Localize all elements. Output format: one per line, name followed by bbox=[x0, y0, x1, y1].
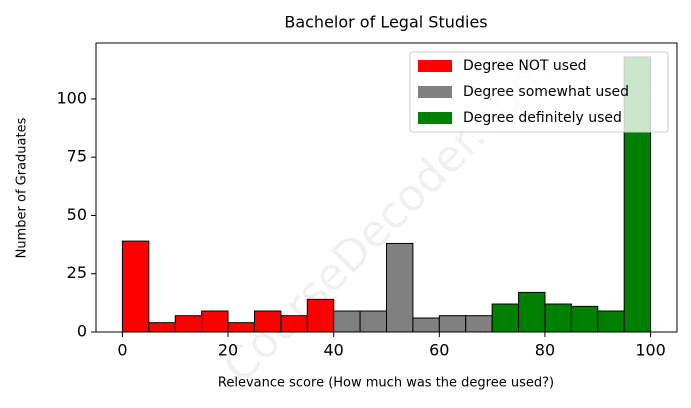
bar bbox=[570, 305, 599, 333]
legend-label: Degree somewhat used bbox=[463, 84, 629, 100]
legend-label: Degree definitely used bbox=[463, 110, 622, 126]
y-axis-label: Number of Graduates bbox=[15, 117, 30, 258]
legend-swatch bbox=[418, 60, 452, 72]
legend-swatch bbox=[418, 112, 452, 124]
x-tick-label: 20 bbox=[218, 341, 238, 360]
bar bbox=[333, 310, 361, 333]
bar bbox=[121, 240, 150, 333]
bar bbox=[359, 310, 388, 333]
y-tick-label: 0 bbox=[77, 322, 87, 341]
bar bbox=[148, 322, 176, 333]
y-tick-label: 100 bbox=[56, 88, 87, 107]
bar bbox=[465, 315, 493, 333]
legend-swatch bbox=[418, 86, 452, 98]
y-tick-label: 50 bbox=[67, 205, 87, 224]
bar bbox=[544, 303, 572, 333]
bar bbox=[201, 310, 229, 333]
x-axis-label: Relevance score (How much was the degree… bbox=[218, 376, 554, 391]
y-tick-label: 25 bbox=[67, 263, 87, 282]
legend-label: Degree NOT used bbox=[463, 58, 587, 74]
plot-frame bbox=[95, 42, 678, 333]
bar bbox=[174, 315, 203, 333]
bar bbox=[438, 315, 467, 333]
x-tick-label: 80 bbox=[535, 341, 555, 360]
x-tick-label: 40 bbox=[324, 341, 344, 360]
x-tick-label: 0 bbox=[117, 341, 127, 360]
bar bbox=[253, 310, 282, 333]
bar bbox=[412, 317, 440, 333]
x-tick-label: 60 bbox=[429, 341, 449, 360]
bar bbox=[597, 310, 625, 333]
bar bbox=[386, 242, 414, 333]
bar bbox=[491, 303, 520, 333]
bar bbox=[306, 298, 335, 333]
legend-box bbox=[409, 51, 669, 133]
chart-title: Bachelor of Legal Studies bbox=[284, 13, 487, 32]
y-tick-label: 75 bbox=[67, 147, 87, 166]
bar bbox=[227, 322, 255, 333]
bar bbox=[280, 315, 308, 333]
bar bbox=[518, 291, 546, 333]
x-tick-label: 100 bbox=[635, 341, 666, 360]
